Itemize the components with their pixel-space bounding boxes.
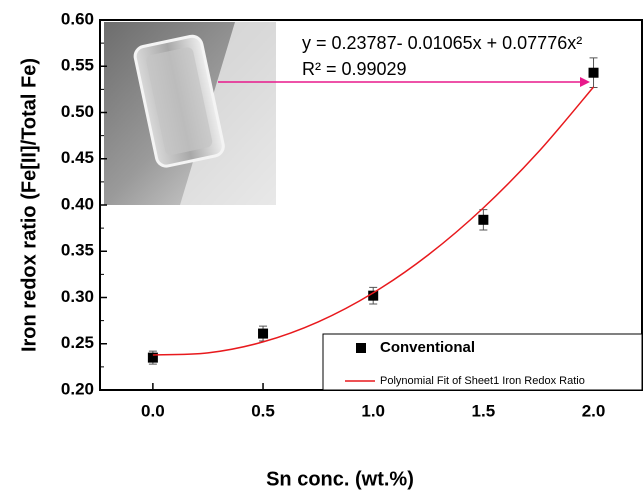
legend-label: Conventional — [380, 339, 475, 356]
y-tick-label: 0.50 — [61, 102, 94, 121]
y-tick-label: 0.35 — [61, 241, 94, 260]
x-axis-title: Sn conc. (wt.%) — [266, 468, 414, 490]
fit-equation: y = 0.23787- 0.01065x + 0.07776x² — [302, 33, 582, 53]
y-tick-label: 0.60 — [61, 9, 94, 28]
y-tick-label: 0.45 — [61, 148, 94, 167]
arrow-head — [580, 77, 590, 87]
r-squared: R² = 0.99029 — [302, 59, 407, 79]
y-tick-label: 0.30 — [61, 287, 94, 306]
marker — [588, 67, 599, 78]
marker — [147, 352, 158, 363]
legend-label: Polynomial Fit of Sheet1 Iron Redox Rati… — [380, 375, 585, 387]
marker — [478, 214, 489, 225]
legend-marker — [356, 343, 366, 353]
marker — [368, 290, 379, 301]
legend-box — [322, 333, 643, 391]
y-axis-title: Iron redox ratio (Fe[II]/Total Fe) — [18, 58, 40, 352]
x-tick-label: 0.0 — [141, 401, 165, 420]
y-tick-label: 0.40 — [61, 194, 94, 213]
x-tick-label: 1.0 — [361, 401, 385, 420]
x-tick-label: 0.5 — [251, 401, 275, 420]
inset-photo — [104, 22, 276, 205]
y-tick-label: 0.20 — [61, 379, 94, 398]
y-tick-label: 0.25 — [61, 333, 94, 352]
y-tick-label: 0.55 — [61, 56, 94, 75]
fit-line — [152, 86, 595, 356]
marker — [258, 328, 269, 339]
x-tick-label: 1.5 — [472, 401, 496, 420]
x-tick-label: 2.0 — [582, 401, 606, 420]
